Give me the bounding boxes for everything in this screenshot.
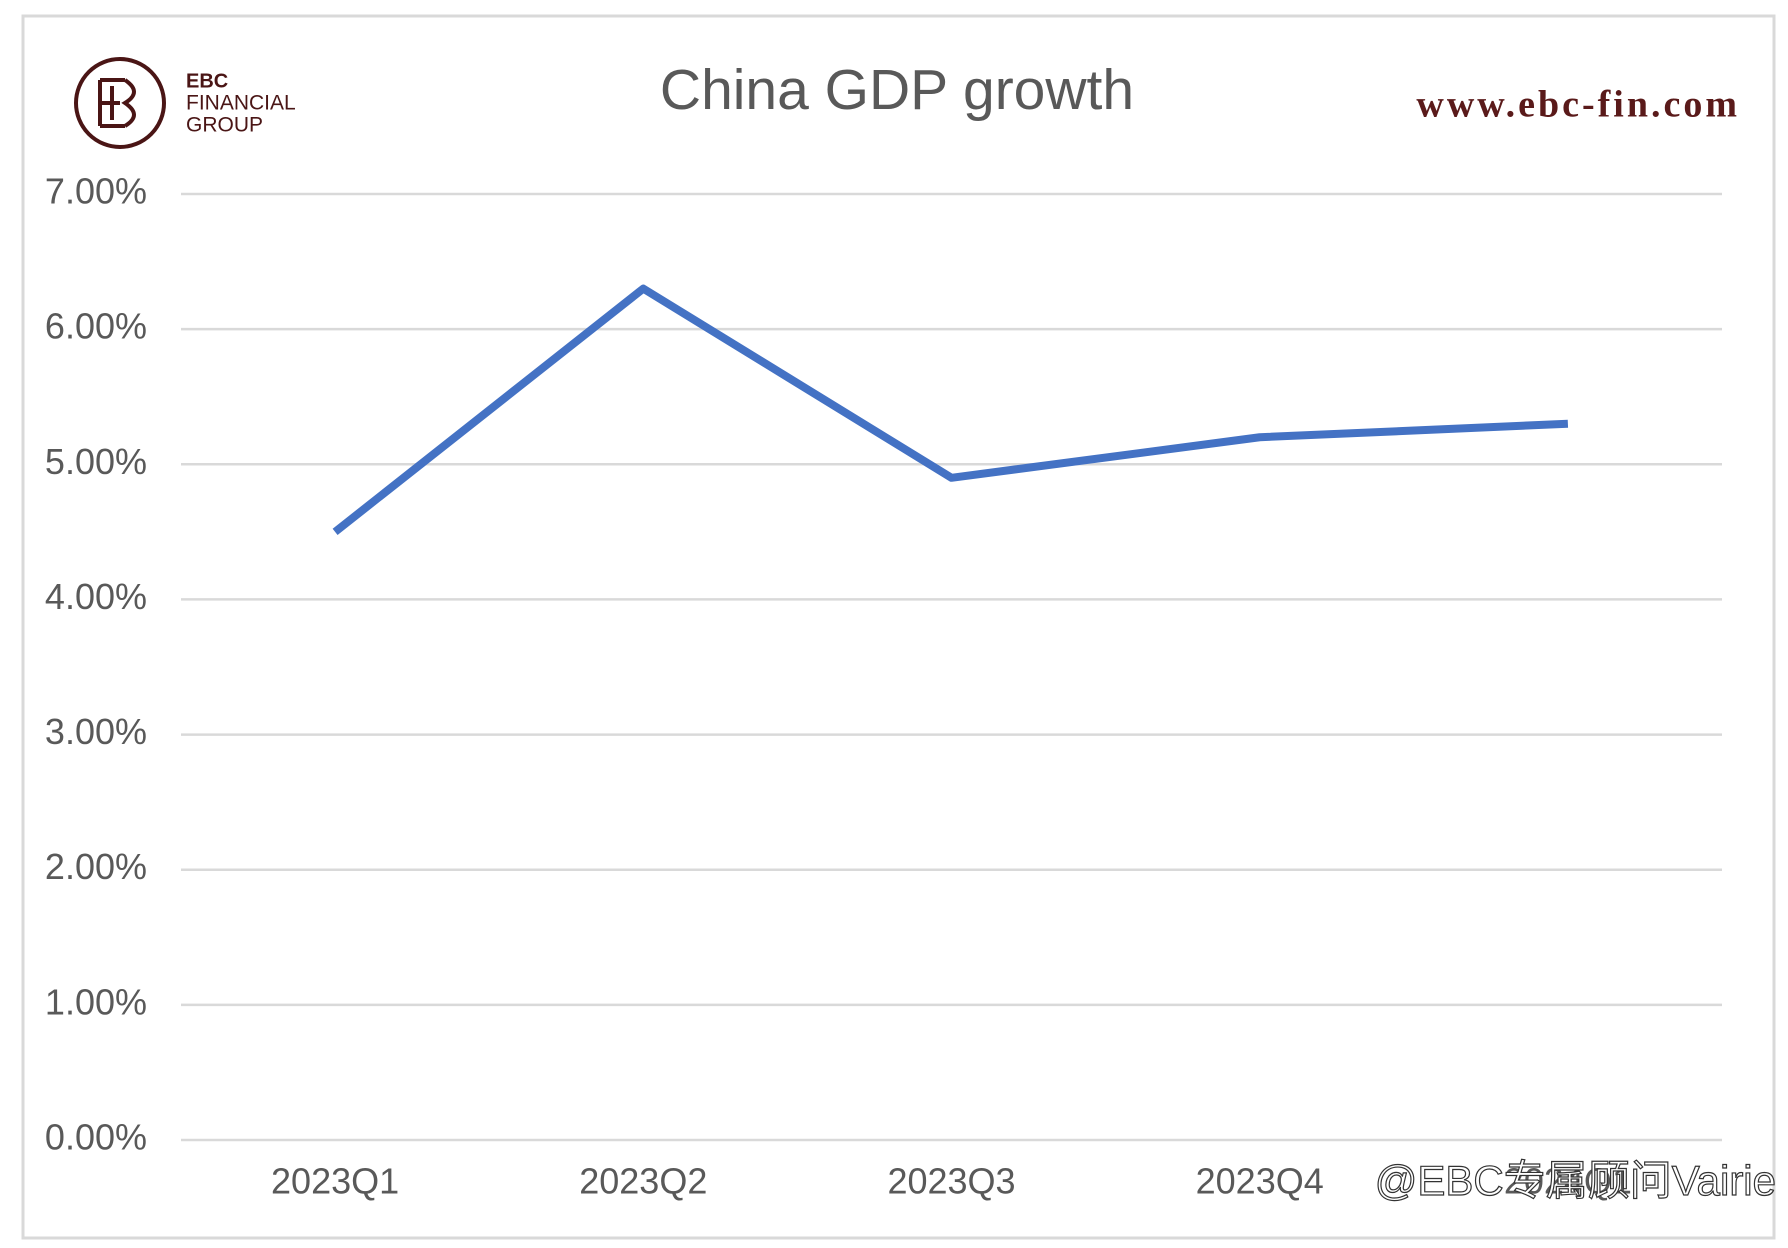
y-tick-label: 1.00% bbox=[45, 981, 147, 1022]
y-tick-label: 0.00% bbox=[45, 1117, 147, 1158]
website: www.ebc-fin.com bbox=[1416, 84, 1740, 126]
plot: 0.00% 1.00% 2.00% 3.00% 4.00% 5.00% 6.00% 7.00%… bbox=[45, 171, 1722, 1202]
x-tick-label: 2023Q1 bbox=[271, 1161, 399, 1202]
y-tick-label: 3.00% bbox=[45, 711, 147, 752]
brand-line: GROUP bbox=[186, 114, 263, 137]
chart-title: China GDP growth bbox=[660, 58, 1134, 122]
brand-line: FINANCIAL bbox=[186, 92, 296, 115]
watermark: @EBC专属顾问Vairie bbox=[1375, 1157, 1776, 1204]
logo-ring bbox=[74, 57, 166, 149]
frame bbox=[21, 14, 1776, 1240]
x-tick-label: 2023Q4 bbox=[1196, 1161, 1324, 1202]
y-tick-label: 4.00% bbox=[45, 576, 147, 617]
line bbox=[332, 284, 1569, 535]
logo-mark bbox=[98, 78, 136, 128]
brand-name: EBC bbox=[186, 70, 228, 92]
y-tick-label: 7.00% bbox=[45, 171, 147, 212]
y-tick-label: 5.00% bbox=[45, 441, 147, 482]
x-tick-label: 2023Q2 bbox=[579, 1161, 707, 1202]
y-tick-label: 6.00% bbox=[45, 306, 147, 347]
logo: EBC FINANCIAL GROUP bbox=[74, 57, 296, 149]
y-tick-label: 2.00% bbox=[45, 846, 147, 887]
x-tick-label: 2023Q3 bbox=[887, 1161, 1015, 1202]
x-tick-label: 2024Q1 bbox=[1504, 1161, 1632, 1202]
